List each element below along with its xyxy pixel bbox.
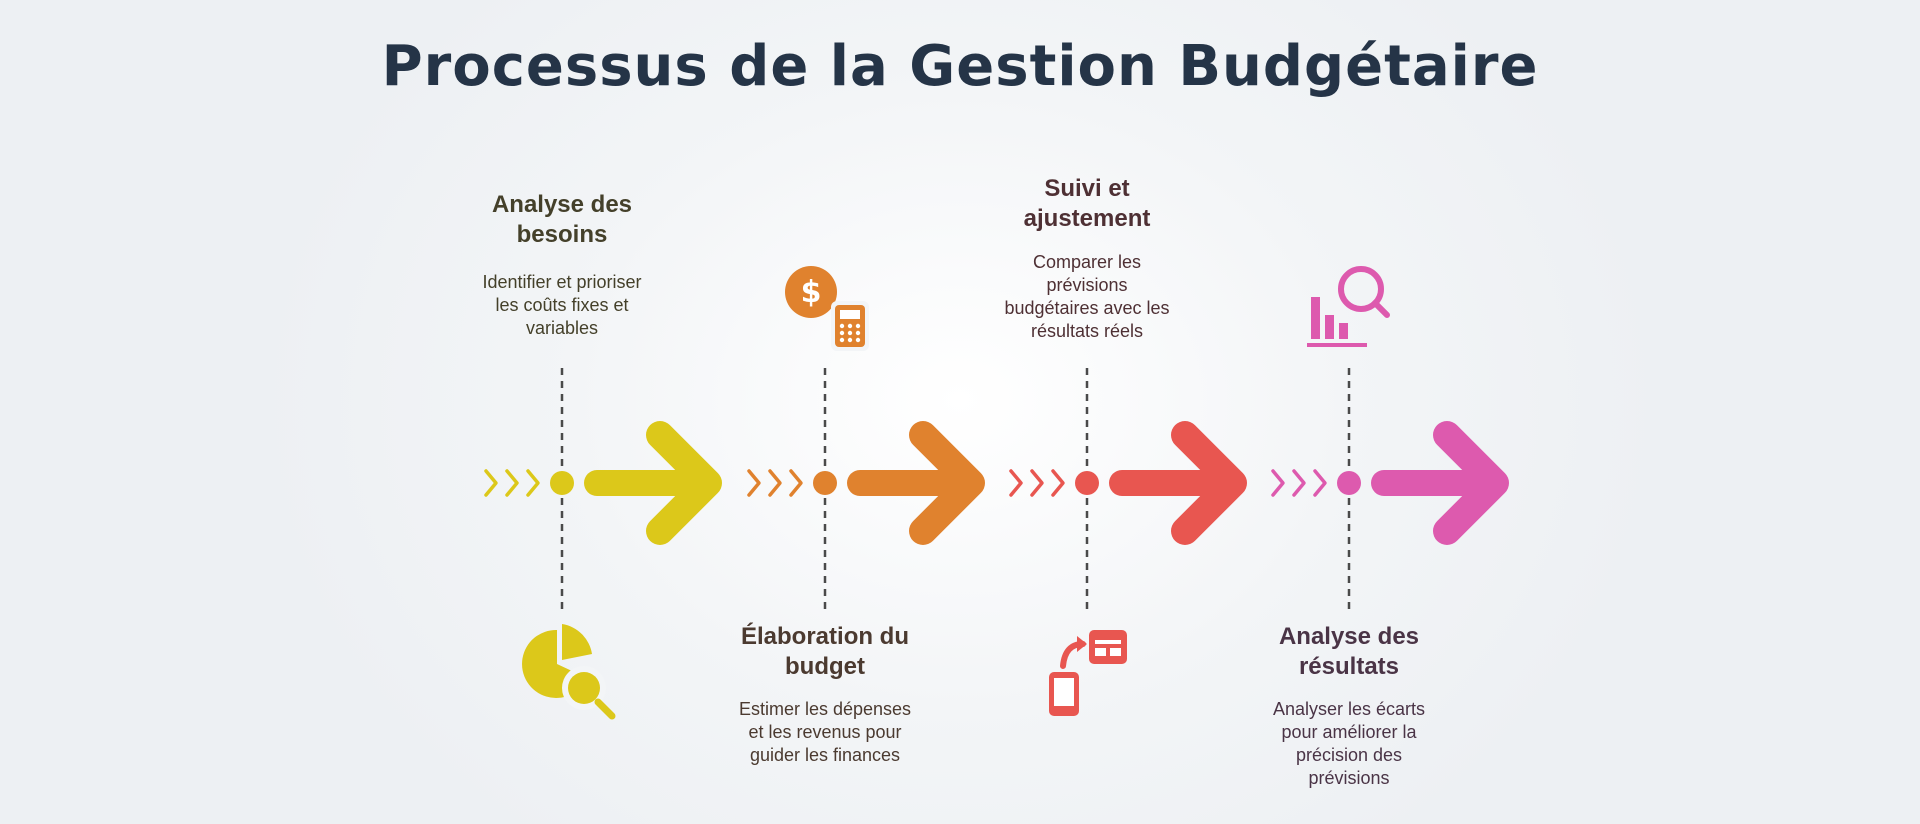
stage-1-dot [550,471,574,495]
phone-table-sync-icon [1049,630,1127,716]
stage-1-description: Identifier et prioriser les coûts fixes … [482,272,642,338]
stage-2-arrow [847,421,985,545]
dollar-calculator-icon: $ [785,266,869,351]
svg-text:$: $ [801,275,822,310]
stage-2: $ [747,266,985,612]
stage-4-chevrons [1271,469,1327,497]
page-title: Processus de la Gestion Budgétaire [381,34,1539,99]
stage-3-chevrons [1009,469,1065,497]
bar-chart-magnifier-icon [1307,266,1390,347]
pie-chart-search-icon [522,624,616,720]
stage-1-heading: Analyse des besoins [491,191,633,248]
stage-4 [1271,266,1509,612]
stage-4-dot [1337,471,1361,495]
stage-2-chevrons [747,469,803,497]
stage-1-chevrons [484,469,540,497]
stage-2-heading: Élaboration du budget [741,623,909,680]
stage-2-dot [813,471,837,495]
stage-2-description: Estimer les dépenses et les revenus pour… [738,699,912,765]
stage-3-arrow [1109,421,1247,545]
stage-3-description: Comparer les prévisions budgétaires avec… [1004,252,1170,341]
stage-4-arrow [1371,421,1509,545]
stage-1 [484,368,722,720]
stage-3 [1009,368,1247,716]
stage-3-heading: Suivi et ajustement [1023,175,1151,232]
stage-3-dot [1075,471,1099,495]
stage-1-arrow [584,421,722,545]
stage-4-heading: Analyse des résultats [1278,623,1420,680]
stage-4-description: Analyser les écarts pour améliorer la pr… [1272,699,1426,788]
